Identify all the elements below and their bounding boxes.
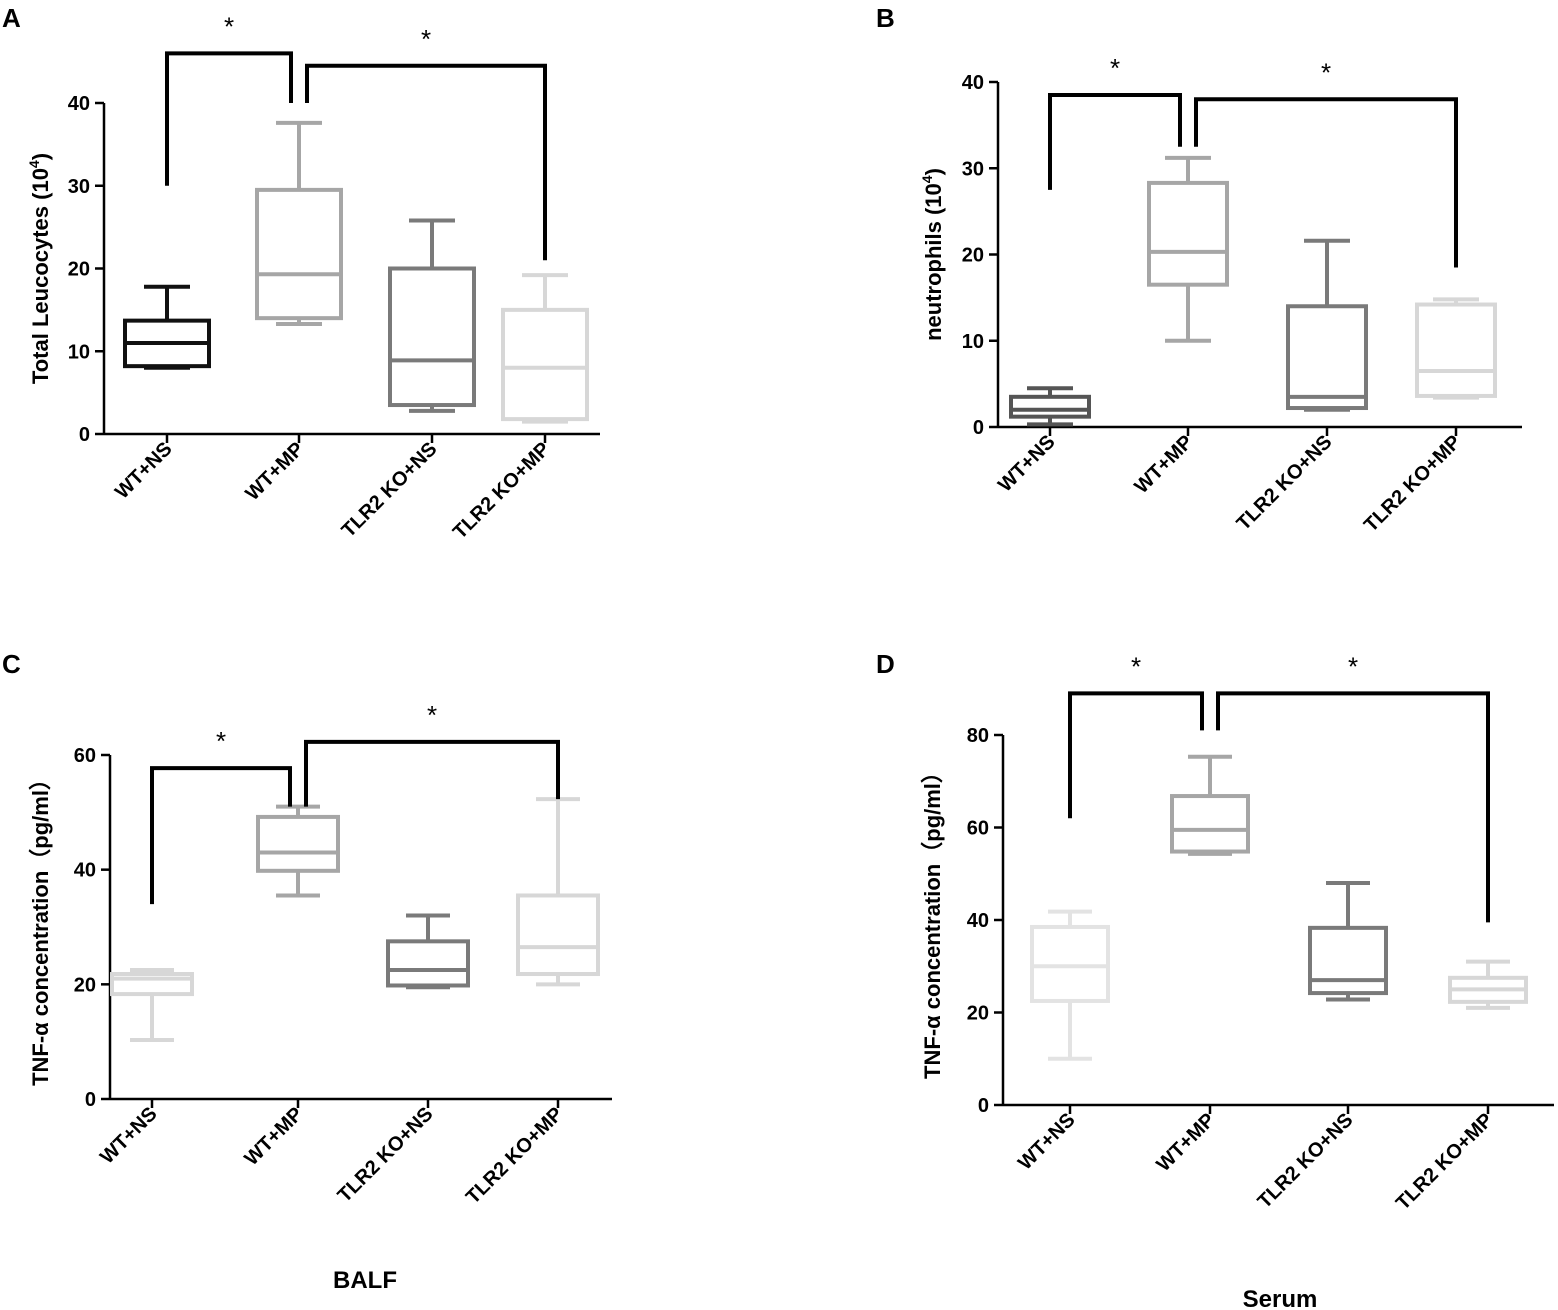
box-2 bbox=[256, 804, 340, 898]
y-axis-label: TNF-α concentration（pg/ml） bbox=[920, 761, 945, 1079]
significance-bracket bbox=[304, 739, 560, 807]
box-4 bbox=[1415, 297, 1497, 400]
iqr-box bbox=[1170, 794, 1250, 854]
x-category-label: WT+NS bbox=[111, 438, 176, 503]
y-axis-label: Total Leucocytes (104) bbox=[26, 153, 53, 384]
box-3 bbox=[386, 913, 470, 990]
panel-letter: A bbox=[2, 3, 21, 33]
iqr-box bbox=[1415, 302, 1497, 398]
y-tick-label: 20 bbox=[74, 974, 96, 996]
x-axis-title: BALF bbox=[333, 1267, 397, 1294]
box-2 bbox=[1170, 754, 1250, 856]
x-category-label: WT+NS bbox=[994, 431, 1059, 496]
significance-bracket bbox=[305, 63, 547, 261]
box-2 bbox=[255, 120, 343, 326]
box-1 bbox=[123, 284, 211, 370]
significance-bracket bbox=[1068, 691, 1204, 819]
x-category-label: TLR2 KO+MP bbox=[1392, 1109, 1498, 1215]
significance-star: * bbox=[1348, 651, 1358, 681]
y-tick-label: 80 bbox=[967, 725, 989, 747]
iqr-box bbox=[1308, 925, 1388, 996]
box-4 bbox=[516, 797, 600, 987]
x-category-label: TLR2 KO+MP bbox=[449, 438, 555, 544]
y-tick-label: 10 bbox=[962, 331, 984, 353]
y-tick-label: 30 bbox=[962, 158, 984, 180]
box-1 bbox=[110, 968, 194, 1042]
box-4 bbox=[1448, 959, 1528, 1010]
x-category-label: TLR2 KO+MP bbox=[1360, 431, 1466, 537]
y-tick-label: 20 bbox=[967, 1003, 989, 1025]
significance-star: * bbox=[1110, 53, 1120, 83]
y-tick-label: 60 bbox=[74, 745, 96, 767]
significance-star: * bbox=[1131, 651, 1141, 681]
panel-b: B 0 10 20 30 40 neutrophils (104) WT+NS WT+MP TLR… bbox=[876, 3, 1522, 537]
x-category-label: TLR2 KO+NS bbox=[338, 438, 442, 542]
x-category-label: WT+MP bbox=[241, 1103, 308, 1170]
box-4 bbox=[501, 273, 589, 424]
iqr-box bbox=[255, 187, 343, 321]
panel-letter: D bbox=[876, 649, 895, 679]
panel-letter: C bbox=[2, 649, 21, 679]
x-category-label: WT+NS bbox=[1014, 1109, 1079, 1174]
iqr-box bbox=[110, 972, 194, 997]
significance-bracket bbox=[1194, 97, 1458, 268]
y-tick-label: 0 bbox=[978, 1095, 989, 1117]
significance-star: * bbox=[427, 700, 437, 730]
iqr-box bbox=[1147, 180, 1229, 287]
y-tick-label: 40 bbox=[967, 910, 989, 932]
y-tick-label: 0 bbox=[973, 417, 984, 439]
significance-star: * bbox=[1321, 57, 1331, 87]
y-tick-label: 10 bbox=[68, 341, 90, 363]
box-3 bbox=[388, 218, 476, 413]
x-axis-title: Serum bbox=[1243, 1286, 1318, 1310]
x-category-label: WT+MP bbox=[1131, 431, 1198, 498]
iqr-box bbox=[388, 266, 476, 408]
box-2 bbox=[1147, 155, 1229, 343]
iqr-box bbox=[516, 893, 600, 977]
x-category-label: WT+MP bbox=[242, 438, 309, 505]
y-tick-label: 20 bbox=[962, 245, 984, 267]
x-category-label: WT+MP bbox=[1153, 1109, 1220, 1176]
panel-d: D 0 20 40 60 80 TNF-α concentration（pg/ml） WT+N… bbox=[876, 649, 1554, 1310]
iqr-box bbox=[1030, 924, 1110, 1003]
box-3 bbox=[1308, 881, 1388, 1002]
x-category-label: TLR2 KO+NS bbox=[334, 1103, 438, 1207]
y-tick-label: 40 bbox=[962, 72, 984, 94]
iqr-box bbox=[386, 939, 470, 988]
significance-star: * bbox=[216, 726, 226, 756]
x-category-label: WT+NS bbox=[96, 1103, 161, 1168]
box-3 bbox=[1286, 238, 1368, 412]
y-tick-label: 0 bbox=[79, 424, 90, 446]
significance-star: * bbox=[421, 24, 431, 54]
panel-a: A 0 10 20 30 40 Total Leucocytes (104) WT+NS WT+… bbox=[2, 3, 600, 544]
y-tick-label: 30 bbox=[68, 176, 90, 198]
y-tick-label: 0 bbox=[85, 1089, 96, 1111]
significance-bracket bbox=[1216, 691, 1490, 923]
x-category-label: TLR2 KO+NS bbox=[1254, 1109, 1358, 1213]
panel-letter: B bbox=[876, 3, 895, 33]
y-tick-label: 60 bbox=[967, 818, 989, 840]
significance-bracket bbox=[1048, 92, 1182, 190]
y-tick-label: 40 bbox=[74, 860, 96, 882]
y-axis-label: neutrophils (104) bbox=[919, 168, 946, 341]
significance-star: * bbox=[224, 11, 234, 41]
box-1 bbox=[1009, 386, 1091, 427]
iqr-box bbox=[1286, 304, 1368, 411]
box-1 bbox=[1030, 909, 1110, 1061]
x-category-label: TLR2 KO+MP bbox=[462, 1103, 568, 1209]
panel-c: C 0 20 40 60 TNF-α concentration（pg/ml） WT+NS W… bbox=[2, 649, 612, 1294]
iqr-box bbox=[501, 307, 589, 422]
y-tick-label: 40 bbox=[68, 93, 90, 115]
x-category-label: TLR2 KO+NS bbox=[1233, 431, 1337, 535]
iqr-box bbox=[256, 814, 340, 873]
significance-bracket bbox=[165, 51, 293, 186]
iqr-box bbox=[1009, 394, 1091, 419]
y-tick-label: 20 bbox=[68, 259, 90, 281]
significance-bracket bbox=[150, 766, 292, 905]
y-axis-label: TNF-α concentration（pg/ml） bbox=[28, 768, 53, 1086]
